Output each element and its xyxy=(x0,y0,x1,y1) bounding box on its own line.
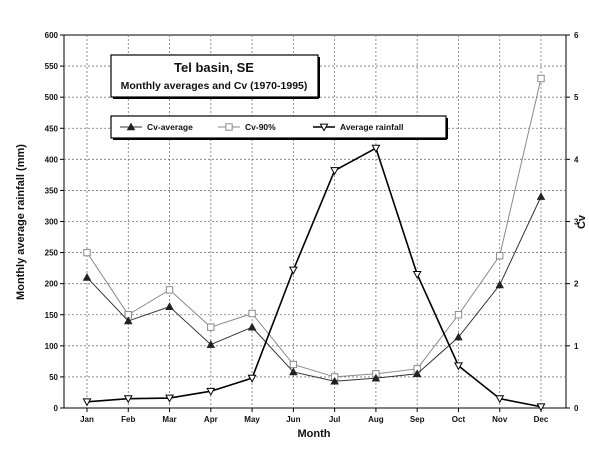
y-tick-label: 400 xyxy=(45,155,59,164)
data-point-cv-average xyxy=(371,373,381,382)
legend-label: Average rainfall xyxy=(340,122,403,132)
data-point-cv-average xyxy=(495,280,505,289)
x-tick-label: Oct xyxy=(452,415,466,424)
y-tick-label: 550 xyxy=(45,62,59,71)
y-tick-label: 50 xyxy=(49,373,58,382)
data-point-cv-90 xyxy=(207,323,215,331)
x-tick-label: Aug xyxy=(368,415,384,424)
series-layer xyxy=(82,74,546,412)
data-point-average-rainfall xyxy=(536,403,546,412)
data-point-cv-average xyxy=(536,192,546,200)
x-tick-label: Jun xyxy=(286,415,300,424)
chart-title: Tel basin, SE xyxy=(174,60,254,75)
series-average-rainfall xyxy=(82,144,546,412)
y-tick-label: 350 xyxy=(45,186,59,195)
x-tick-label: Dec xyxy=(534,415,549,424)
data-point-average-rainfall xyxy=(165,394,174,403)
legend-marker xyxy=(319,123,329,132)
y-tick-label: 300 xyxy=(45,218,59,227)
data-point-cv-average xyxy=(330,376,339,385)
data-point-cv-average xyxy=(123,316,133,325)
y-tick-label: 500 xyxy=(45,93,59,102)
data-point-average-rainfall xyxy=(412,270,422,279)
legend-items: Cv-average Cv-90% Average rainfall xyxy=(120,122,403,132)
x-tick-label: Apr xyxy=(204,415,218,424)
y-tick-label: 250 xyxy=(45,249,59,258)
y2-tick-label: 3 xyxy=(574,218,579,227)
data-point-average-rainfall xyxy=(495,395,505,404)
y-tick-label: 100 xyxy=(45,342,59,351)
data-point-cv-average xyxy=(206,340,216,348)
tick-layer: 0 50 100 150 200 250 300 350 400 450 500 550 600 0 1 2 3… xyxy=(45,31,579,424)
title-box: Tel basin, SE Monthly averages and Cv (1… xyxy=(110,54,320,99)
data-point-average-rainfall xyxy=(82,398,92,407)
chart-subtitle: Monthly averages and Cv (1970-1995) xyxy=(121,80,308,92)
data-point-cv-90 xyxy=(289,360,298,369)
legend-entry-cv-90: Cv-90% xyxy=(218,122,276,132)
y2-tick-label: 2 xyxy=(574,280,579,289)
data-point-average-rainfall xyxy=(206,387,216,396)
legend-entry-average-rainfall: Average rainfall xyxy=(313,122,403,132)
legend-entry-cv-average: Cv-average xyxy=(120,122,193,132)
data-point-cv-90 xyxy=(165,286,174,294)
series-line-cv-90 xyxy=(86,78,542,378)
series-line-cv-average xyxy=(86,196,542,382)
y2-tick-label: 5 xyxy=(574,93,579,102)
x-tick-label: Jan xyxy=(80,415,94,424)
y2-tick-label: 0 xyxy=(574,404,579,413)
data-point-average-rainfall xyxy=(454,362,463,371)
data-point-cv-average xyxy=(412,369,422,378)
data-point-cv-90 xyxy=(496,251,504,260)
series-cv-average xyxy=(82,192,546,385)
data-point-average-rainfall xyxy=(371,144,381,153)
y2-tick-label: 4 xyxy=(574,155,579,164)
x-tick-label: Jul xyxy=(329,415,341,424)
legend: Cv-average Cv-90% Average rainfall xyxy=(110,115,448,140)
legend-label: Cv-average xyxy=(147,122,193,132)
series-line-average-rainfall xyxy=(86,146,542,408)
x-axis-title: Month xyxy=(298,428,331,440)
y2-tick-label: 1 xyxy=(574,342,579,351)
y-tick-label: 450 xyxy=(45,124,59,133)
data-point-cv-average xyxy=(454,332,463,341)
x-tick-label: Mar xyxy=(162,415,176,424)
data-point-cv-90 xyxy=(537,74,545,83)
legend-label: Cv-90% xyxy=(245,122,276,132)
data-point-average-rainfall xyxy=(247,374,257,383)
data-point-average-rainfall xyxy=(123,395,133,404)
y-tick-label: 200 xyxy=(45,280,59,289)
data-point-cv-average xyxy=(165,302,174,310)
x-tick-label: Feb xyxy=(121,415,135,424)
data-point-average-rainfall xyxy=(330,167,340,176)
legend-marker xyxy=(126,122,136,131)
data-point-cv-90 xyxy=(248,309,256,318)
data-point-cv-90 xyxy=(454,311,463,319)
legend-marker xyxy=(225,123,233,131)
x-tick-label: Nov xyxy=(492,415,508,424)
y2-tick-label: 6 xyxy=(574,31,579,40)
data-point-cv-average xyxy=(82,273,92,281)
data-point-cv-average xyxy=(247,322,257,331)
y-tick-label: 600 xyxy=(45,31,59,40)
x-tick-label: May xyxy=(244,415,260,424)
data-point-average-rainfall xyxy=(288,266,298,275)
y2-axis-title: Cv xyxy=(576,214,588,229)
y-tick-label: 150 xyxy=(45,311,59,320)
data-point-cv-average xyxy=(289,367,298,376)
y-axis-title: Monthly average rainfall (mm) xyxy=(15,144,27,300)
data-point-cv-90 xyxy=(83,248,91,257)
y-tick-label: 0 xyxy=(54,404,59,413)
x-tick-label: Sep xyxy=(410,415,425,424)
